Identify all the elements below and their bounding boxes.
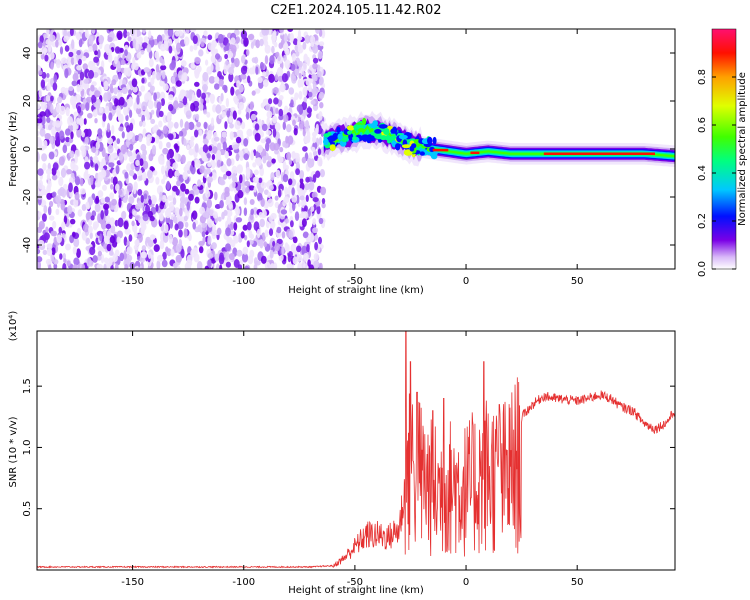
snr-x-tick-label: 0: [463, 577, 469, 588]
spectrogram-x-tick-label: -100: [232, 276, 255, 287]
colorbar-tick-label: 0.4: [697, 165, 708, 181]
colorbar-label: Normalized spectral amplitude: [737, 72, 748, 226]
snr-series-line: [37, 331, 675, 569]
snr-y-ticks: 0.5 1.0 1.5: [22, 378, 675, 517]
snr-panel: -150 -100 -50 0 50 0.5 1.0 1.5 Height of strai…: [8, 311, 676, 596]
spectrogram-panel: -150 -100 -50 0 50 -40 -20 0 20 40 Height of str…: [8, 28, 676, 296]
noise-region: [37, 29, 327, 269]
colorbar-ticks: 0.0 0.2 0.4 0.6 0.8: [697, 69, 736, 277]
spectrogram-y-tick-label: 20: [22, 95, 33, 108]
figure-title: C2E1.2024.105.11.42.R02: [270, 3, 441, 18]
spectrogram-x-tick-label: -150: [121, 276, 144, 287]
snr-x-tick-label: -50: [347, 577, 363, 588]
spectrogram-y-tick-label: -40: [22, 237, 33, 253]
snr-y-tick-label: 1.0: [22, 439, 33, 455]
spectrogram-x-tick-label: -50: [347, 276, 363, 287]
snr-frame: [36, 330, 676, 571]
spectrogram-x-ticks: -150 -100 -50 0 50: [121, 29, 584, 287]
spectrogram-y-ticks: -40 -20 0 20 40: [22, 47, 675, 253]
colorbar-tick-label: 0.6: [697, 117, 708, 133]
snr-x-tick-label: -100: [232, 577, 255, 588]
snr-y-label: SNR (10 * v/v): [8, 416, 19, 487]
spectrogram-y-tick-label: 40: [22, 47, 33, 60]
spectrogram-x-tick-label: 0: [463, 276, 469, 287]
spectrogram-y-tick-label: -20: [22, 189, 33, 205]
signal-band: [323, 110, 675, 167]
snr-y-tick-label: 1.5: [22, 378, 33, 394]
spectrogram-y-label: Frequency (Hz): [8, 111, 19, 187]
snr-x-ticks: -150 -100 -50 0 50: [121, 331, 584, 588]
spectrogram-plot: [37, 29, 675, 269]
colorbar-tick-label: 0.0: [697, 261, 708, 277]
colorbar: 0.0 0.2 0.4 0.6 0.8 Normalized spectral ampl…: [697, 28, 748, 277]
colorbar-gradient: [711, 28, 737, 270]
snr-plot: [37, 331, 675, 569]
snr-x-tick-label: 50: [571, 577, 584, 588]
colorbar-tick-label: 0.8: [697, 69, 708, 85]
snr-x-label: Height of straight line (km): [288, 585, 424, 596]
spectrogram-y-tick-label: 0: [22, 146, 33, 152]
snr-x-tick-label: -150: [121, 577, 144, 588]
colorbar-tick-label: 0.2: [697, 213, 708, 229]
spectrogram-x-tick-label: 50: [571, 276, 584, 287]
snr-y-tick-label: 0.5: [22, 501, 33, 517]
snr-y-multiplier: (x10⁴): [8, 311, 19, 342]
spectrogram-x-label: Height of straight line (km): [288, 285, 424, 296]
